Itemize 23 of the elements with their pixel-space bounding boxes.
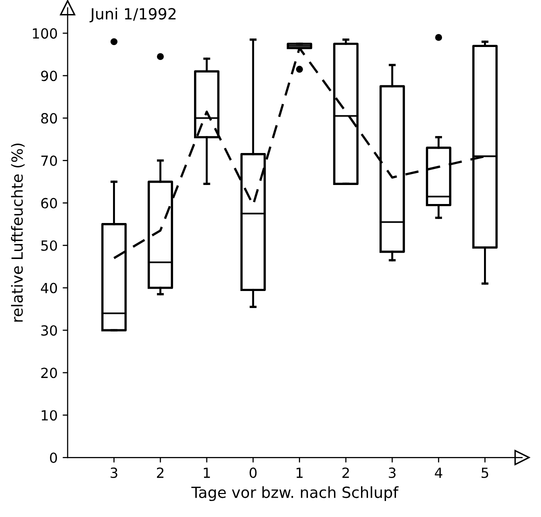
y-tick-label: 60 [41, 198, 57, 208]
y-axis-title: relative Luftfeuchte (%) [11, 144, 25, 322]
x-tick-label: 3 [388, 468, 396, 478]
y-tick-label: 100 [32, 28, 57, 39]
y-tick-label: 40 [40, 282, 57, 294]
y-tick-label: 0 [50, 452, 57, 464]
x-tick-label: 1 [204, 468, 210, 478]
x-tick-label: 4 [434, 468, 442, 478]
x-axis-title: Tage vor bzw. nach Schlupf [191, 486, 399, 502]
x-tick-label: 2 [156, 468, 164, 478]
y-tick-label: 50 [41, 240, 57, 251]
x-tick-label: 5 [482, 468, 488, 478]
x-tick-label: 1 [296, 468, 303, 478]
x-tick-label: 2 [342, 468, 349, 478]
y-tick-label: 70 [41, 155, 57, 166]
y-tick-label: 10 [42, 410, 57, 421]
y-tick-label: 30 [41, 325, 57, 336]
chart-title: Juni 1/1992 [90, 8, 176, 22]
y-tick-label: 80 [41, 113, 57, 124]
y-tick-label: 90 [41, 70, 57, 82]
x-tick-label: 3 [110, 468, 118, 478]
y-tick-label: 20 [41, 368, 57, 378]
x-tick-label: 0 [250, 468, 257, 478]
